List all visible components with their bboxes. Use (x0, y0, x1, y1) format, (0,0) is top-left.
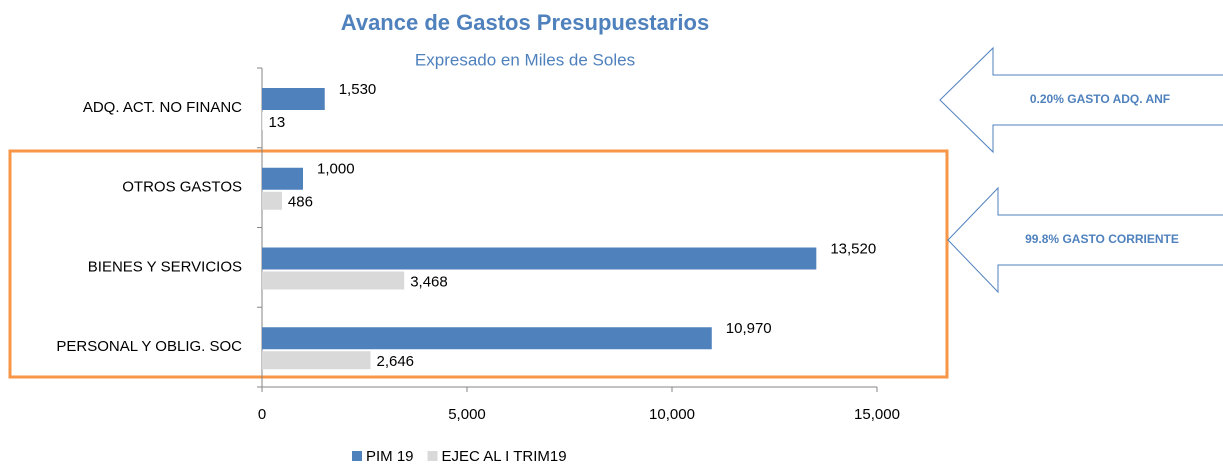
arrow (939, 46, 1223, 154)
legend-swatch (352, 451, 362, 461)
bar (262, 167, 303, 190)
legend-label: EJEC AL I TRIM19 (442, 448, 567, 465)
x-tick-label: 0 (258, 406, 266, 423)
value-label: 1,530 (339, 81, 377, 98)
bar (262, 271, 405, 290)
value-label: 3,468 (410, 273, 448, 290)
annotation: 99.8% GASTO CORRIENTE (1025, 232, 1179, 246)
y-tick-label: ADQ. ACT. NO FINANC (83, 99, 242, 116)
highlight-box (8, 149, 949, 379)
bar (262, 88, 325, 110)
bar (262, 191, 282, 210)
x-tick-label: 5,000 (448, 406, 486, 423)
bar (262, 112, 263, 130)
value-label: 13,520 (830, 240, 876, 257)
chart-subtitle: Expresado en Miles de Soles (415, 50, 635, 69)
chart-title: Avance de Gastos Presupuestarios (341, 10, 709, 35)
x-tick-label: 15,000 (854, 406, 900, 423)
value-label: 486 (288, 194, 313, 211)
annotation: 0.20% GASTO ADQ. ANF (1030, 92, 1170, 106)
bar (262, 351, 371, 370)
bar (262, 327, 712, 350)
x-tick-label: 10,000 (649, 406, 695, 423)
arrow (947, 186, 1223, 294)
y-tick-label: BIENES Y SERVICIOS (88, 258, 242, 275)
value-label: 1,000 (317, 161, 355, 178)
legend-swatch (427, 451, 438, 461)
value-label: 10,970 (726, 320, 772, 337)
value-label: 13 (269, 114, 286, 131)
bar (262, 247, 817, 270)
legend-label: PIM 19 (366, 448, 414, 465)
y-tick-label: OTROS GASTOS (122, 179, 242, 196)
value-label: 2,646 (376, 353, 414, 370)
y-tick-label: PERSONAL Y OBLIG. SOC (56, 338, 242, 355)
